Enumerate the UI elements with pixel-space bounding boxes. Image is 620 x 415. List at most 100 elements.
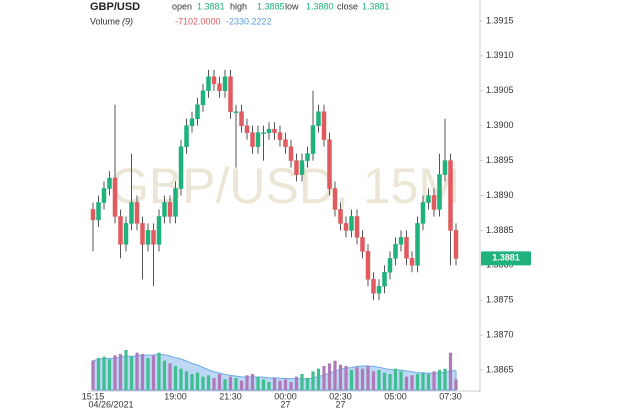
y-tick-label: 1.3870 [486, 330, 514, 340]
volume-bar [355, 367, 359, 390]
volume-bar [91, 360, 95, 390]
candle-body [189, 118, 195, 126]
candle-body [272, 128, 277, 133]
candle-body [404, 237, 409, 259]
volume-bar [129, 356, 134, 390]
candle-body [349, 216, 354, 231]
candle-body [321, 111, 327, 140]
candle-body [101, 188, 107, 203]
candle-body [409, 258, 415, 266]
volume-bar [228, 376, 233, 390]
x-tick-label: 15:15 [82, 391, 105, 401]
volume-bar [118, 354, 123, 390]
candle-body [327, 139, 332, 189]
y-tick-label: 1.3865 [486, 364, 514, 374]
candle-body [354, 216, 360, 238]
volume-bar [289, 382, 293, 390]
candle-body [145, 230, 151, 245]
candle-body [206, 76, 211, 92]
volume-bar [245, 375, 249, 390]
candle-body [156, 216, 162, 245]
candle-body [431, 195, 437, 210]
volume-bar [421, 372, 425, 390]
volume-bar [195, 372, 200, 390]
candle-body [140, 223, 145, 245]
volume-bar [250, 374, 255, 390]
candle-body [151, 230, 156, 245]
volume-bar [96, 358, 101, 390]
candle-body [316, 111, 321, 126]
candle-body [255, 132, 261, 147]
candle-body [134, 202, 140, 224]
volume-bar [399, 371, 403, 390]
volume-bar [135, 352, 139, 390]
volume-bar [393, 368, 398, 390]
x-tick-label: 00:00 [274, 391, 297, 401]
volume-bar [426, 374, 431, 390]
candle-body [118, 216, 123, 245]
volume-bar [344, 366, 348, 390]
volume-bar [168, 363, 172, 390]
candle-body [310, 125, 316, 154]
x-tick-label: 21:30 [219, 391, 242, 401]
volume-bar [173, 366, 178, 390]
candle-body [332, 188, 338, 210]
y-tick-label: 1.3900 [486, 120, 514, 130]
candle-body [382, 272, 387, 287]
candle-body [228, 76, 233, 112]
candle-body [261, 132, 266, 134]
volume-bar [267, 382, 271, 390]
candle-body [371, 279, 376, 294]
candle-body [398, 237, 404, 245]
x-tick-sublabel: 27 [335, 399, 345, 409]
candle-body [415, 223, 420, 266]
x-tick-label: 19:00 [164, 391, 187, 401]
volume-bar [283, 379, 288, 390]
last-price-box [481, 251, 531, 266]
candle-body [288, 146, 294, 161]
y-tick-label: 1.3915 [486, 15, 514, 25]
candle-body [244, 125, 250, 133]
volume-bar [107, 359, 112, 390]
high-label: high [230, 1, 247, 11]
candle-body [233, 111, 239, 113]
candle-body [365, 251, 371, 280]
volume-bar [311, 371, 315, 390]
candle-body [360, 237, 365, 252]
candle-body [217, 83, 222, 92]
volume-bar [234, 378, 238, 390]
candle-body [178, 146, 184, 189]
close-value: 1.3881 [362, 1, 390, 11]
y-tick-label: 1.3875 [486, 295, 514, 305]
volume-bar [190, 374, 194, 390]
y-tick-label: 1.3905 [486, 85, 514, 95]
volume-bar [179, 368, 183, 390]
candle-body [420, 202, 426, 224]
volume-bar [410, 375, 414, 390]
candle-body [173, 188, 178, 217]
candle-body [211, 76, 217, 85]
volume-bar [377, 370, 381, 390]
candle-body [129, 202, 134, 224]
candle-body [453, 230, 459, 259]
candle-body [239, 111, 244, 126]
volume-bar [322, 366, 326, 390]
candle-body [195, 104, 200, 119]
y-tick-label: 1.3895 [486, 155, 514, 165]
candle-body [250, 132, 255, 147]
volume-value: -7102.0000 [175, 16, 221, 26]
candle-body [426, 195, 431, 203]
candle-body [294, 160, 299, 175]
volume-bar [162, 360, 167, 390]
x-tick-label: 05:00 [384, 391, 407, 401]
y-tick-label: 1.3910 [486, 50, 514, 60]
volume-ma [92, 353, 457, 391]
volume-period: (9) [122, 16, 133, 26]
volume-bar [201, 376, 205, 390]
open-value: 1.3881 [197, 1, 225, 11]
volume-ma-value: -2330.2222 [226, 16, 272, 26]
volume-bar [146, 358, 150, 390]
x-tick-label: 02:30 [329, 391, 352, 401]
volume-bar [272, 378, 277, 390]
